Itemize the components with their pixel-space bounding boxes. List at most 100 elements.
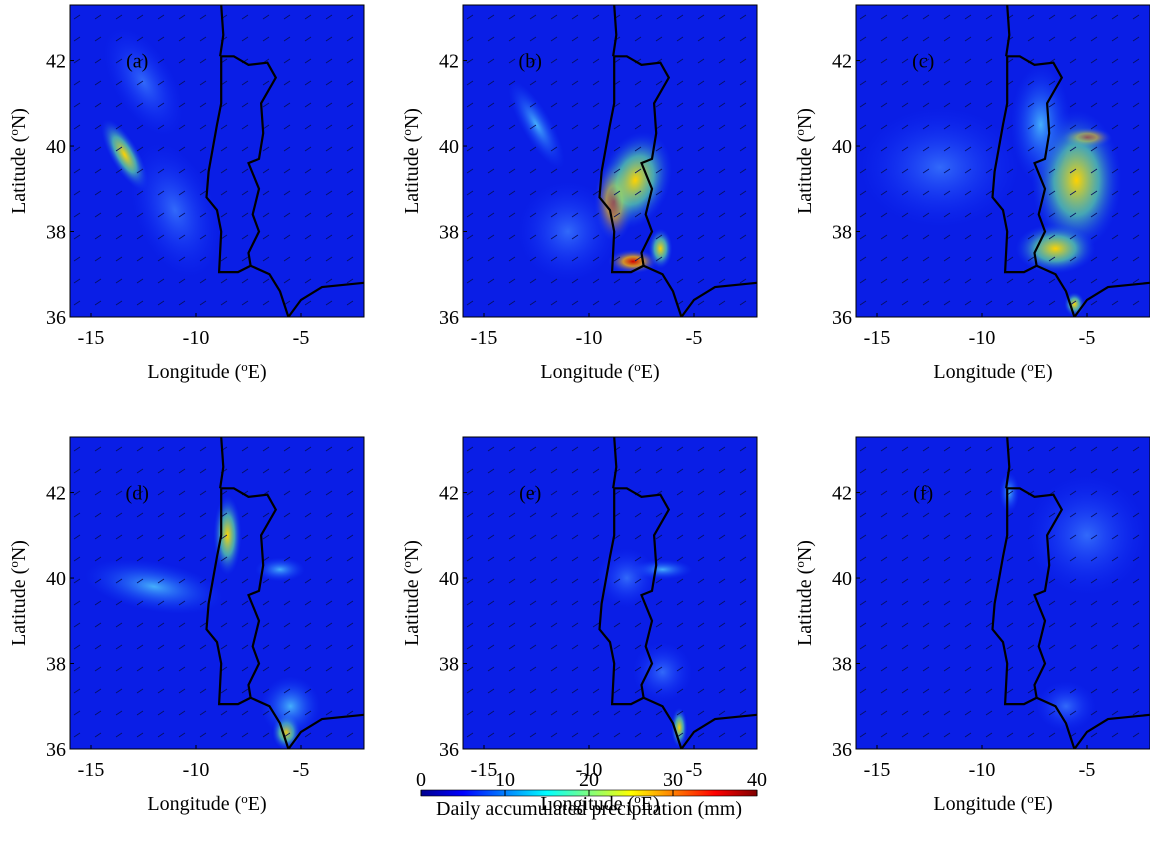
wind-vector [1111,58,1119,64]
x-axis-label-text: Longitude ( [933,361,1027,383]
wind-vector [985,14,993,20]
wind-vector [1048,556,1056,562]
wind-vector [943,14,951,20]
y-tick-label: 36 [439,739,459,761]
wind-vector [655,512,663,518]
wind-vector [550,146,558,152]
wind-vector [157,256,165,262]
y-axis-label-after: N) [794,540,816,561]
wind-vector [1132,124,1140,130]
wind-vector [901,556,909,562]
wind-vector [676,490,684,496]
wind-vector [157,512,165,518]
wind-vector [613,168,621,174]
wind-vector [943,300,951,306]
wind-vector [655,146,663,152]
wind-vector [739,556,747,562]
panel-label: (c) [912,51,934,73]
wind-vector [697,256,705,262]
wind-vector [73,278,81,284]
wind-vector [739,666,747,672]
x-axis-label: Longitude (oE) [540,791,659,816]
wind-vector [985,146,993,152]
wind-vector [1132,732,1140,738]
wind-vector [220,578,228,584]
wind-vector [613,710,621,716]
wind-vector [901,212,909,218]
wind-vector [283,168,291,174]
wind-vector [571,600,579,606]
wind-vector [487,666,495,672]
wind-vector [283,666,291,672]
wind-vector [859,490,867,496]
wind-vector [325,556,333,562]
precip-field [255,557,305,582]
wind-vector [115,622,123,628]
wind-vector [880,278,888,284]
wind-vector [697,622,705,628]
wind-vector [115,80,123,86]
wind-vector [634,190,642,196]
wind-vector [325,688,333,694]
wind-vector [985,534,993,540]
wind-vector [283,256,291,262]
y-tick-label: 40 [439,136,459,158]
wind-vector [73,14,81,20]
wind-vector [550,578,558,584]
wind-vector [283,58,291,64]
wind-vector [346,688,354,694]
wind-vector [571,512,579,518]
panel-label: (f) [913,483,933,505]
wind-vector [1090,710,1098,716]
wind-vector [199,446,207,452]
wind-vector [634,666,642,672]
x-tick-label: -5 [686,327,703,349]
coastline [991,56,1038,274]
wind-vector [1111,446,1119,452]
wind-vector [529,556,537,562]
wind-vector [1027,14,1035,20]
wind-vector [1132,710,1140,716]
x-axis-label: Longitude (oE) [933,791,1052,816]
wind-vector [466,124,474,130]
wind-vector [655,468,663,474]
wind-vector [718,300,726,306]
precip-field [648,228,673,269]
wind-vector [241,600,249,606]
wind-vector [136,534,144,540]
wind-vector [325,278,333,284]
wind-vector [157,490,165,496]
wind-vector [346,80,354,86]
x-axis-label-sup: o [634,791,641,806]
wind-vector [487,212,495,218]
coastline [219,5,225,57]
wind-vector [304,710,312,716]
wind-vector [943,534,951,540]
wind-vector [1048,622,1056,628]
wind-vector [73,490,81,496]
wind-vector [115,14,123,20]
wind-vector [199,102,207,108]
wind-vector [1006,256,1014,262]
wind-vector [655,710,663,716]
wind-vector [94,490,102,496]
x-tick-label: -5 [293,759,310,781]
wind-vector [1090,278,1098,284]
wind-vector [1069,446,1077,452]
wind-vector [571,168,579,174]
wind-vector [964,446,972,452]
wind-vector [697,710,705,716]
wind-vector [283,36,291,42]
wind-vector [136,446,144,452]
wind-vector [157,36,165,42]
wind-vector [718,146,726,152]
wind-vector [718,556,726,562]
axes-frame [855,4,1150,318]
wind-vector [655,36,663,42]
wind-vector [529,278,537,284]
wind-vector [283,490,291,496]
wind-vector [964,234,972,240]
wind-vector [262,102,270,108]
wind-vector [571,688,579,694]
